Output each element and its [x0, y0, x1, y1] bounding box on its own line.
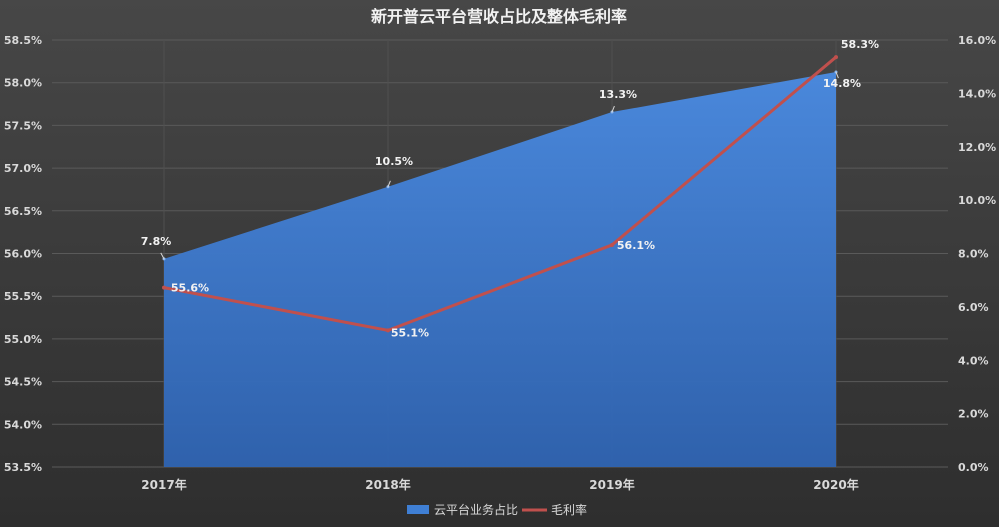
right-axis-tick-label: 0.0%: [958, 461, 989, 474]
x-axis-tick-label: 2019年: [589, 477, 634, 492]
line-data-label: 55.1%: [391, 326, 429, 339]
left-axis-tick-label: 56.0%: [4, 248, 42, 261]
right-axis-tick-label: 6.0%: [958, 301, 989, 314]
area-data-label: 13.3%: [599, 88, 637, 101]
left-axis-tick-label: 57.5%: [4, 119, 42, 132]
area-data-label: 7.8%: [141, 235, 172, 248]
left-axis-tick-label: 58.5%: [4, 34, 42, 47]
legend: 云平台业务占比 毛利率: [407, 502, 587, 517]
left-axis-tick-label: 55.0%: [4, 333, 42, 346]
line-point: [834, 55, 838, 60]
line-data-label: 55.6%: [171, 282, 209, 295]
left-axis-tick-label: 56.5%: [4, 205, 42, 218]
x-axis-tick-label: 2018年: [365, 477, 410, 492]
right-axis-tick-label: 8.0%: [958, 248, 989, 261]
area-label-leader: [611, 105, 615, 113]
right-axis-tick-label: 2.0%: [958, 408, 989, 421]
x-axis-tick-label: 2020年: [813, 477, 858, 492]
area-data-label: 10.5%: [375, 155, 413, 168]
data-labels-group: 7.8% 10.5% 13.3% 14.8% 55.6% 55.1% 56.1% 58.3%: [141, 38, 879, 339]
right-axis-tick-label: 10.0%: [958, 194, 996, 207]
legend-label-line: 毛利率: [551, 502, 587, 517]
axes-group: 53.5% 54.0% 54.5% 55.0% 55.5% 56.0% 56.5% 57.0%…: [4, 34, 996, 492]
left-axis-tick-label: 54.0%: [4, 418, 42, 431]
right-axis-tick-label: 4.0%: [958, 354, 989, 367]
left-axis-tick-label: 53.5%: [4, 461, 42, 474]
left-axis-tick-label: 55.5%: [4, 290, 42, 303]
right-axis-tick-label: 14.0%: [958, 87, 996, 100]
line-point: [386, 328, 390, 333]
right-axis-tick-label: 16.0%: [958, 34, 996, 47]
area-label-leader: [160, 252, 165, 260]
line-point: [162, 285, 166, 290]
left-axis-tick-label: 57.0%: [4, 162, 42, 175]
left-axis-tick-label: 58.0%: [4, 77, 42, 90]
line-point: [610, 242, 614, 247]
line-series-path: [163, 55, 837, 332]
line-data-label: 58.3%: [841, 38, 879, 51]
x-axis-tick-label: 2017年: [141, 477, 186, 492]
line-data-label: 56.1%: [617, 239, 655, 252]
area-data-label: 14.8%: [823, 77, 861, 90]
legend-swatch-area: [407, 505, 429, 514]
chart-title: 新开普云平台营收占比及整体毛利率: [371, 7, 627, 26]
right-axis-tick-label: 12.0%: [958, 141, 996, 154]
area-label-leader: [835, 71, 839, 79]
area-series-fill: [164, 72, 836, 468]
line-series-group: [162, 55, 838, 333]
left-axis-tick-label: 54.5%: [4, 376, 42, 389]
legend-label-area: 云平台业务占比: [434, 502, 518, 517]
area-label-leader: [387, 180, 391, 187]
